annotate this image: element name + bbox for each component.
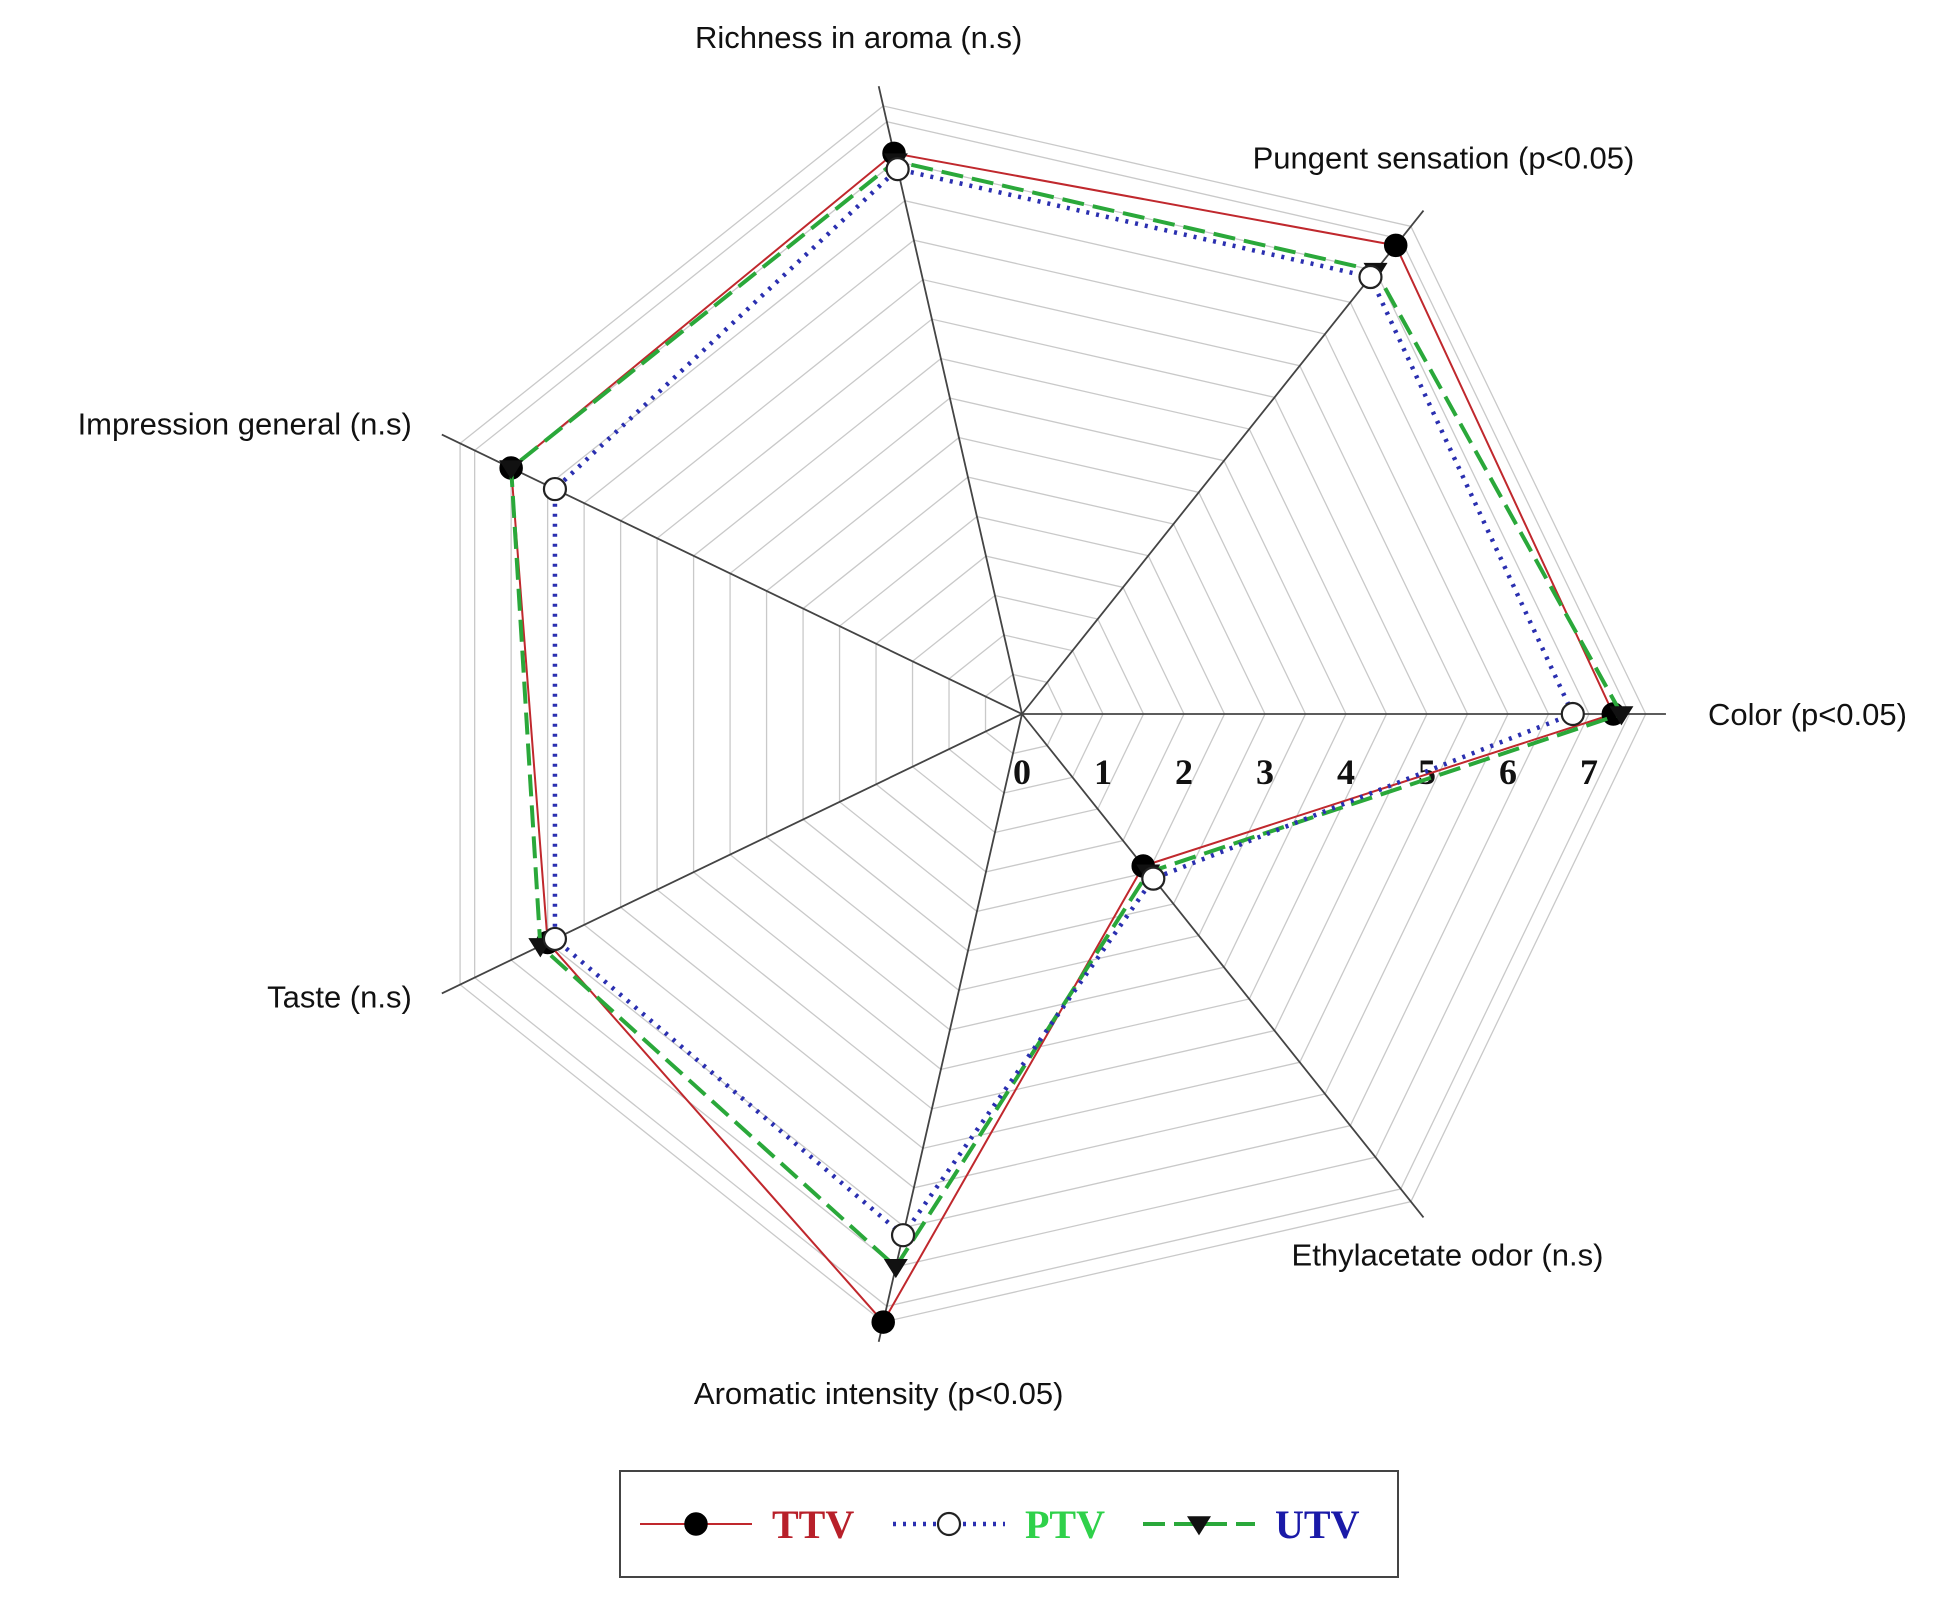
grid-ring	[802, 476, 1266, 952]
axis-spoke	[1021, 209, 1425, 715]
grid-ring	[729, 397, 1347, 1031]
grid-ring	[765, 436, 1307, 992]
utv-marker	[499, 460, 524, 480]
spoke-layer	[441, 85, 1666, 1343]
grid-layer	[459, 105, 1647, 1323]
legend-label: UTV	[1275, 1502, 1360, 1547]
ttv-line	[510, 152, 1615, 1324]
tick-label: 1	[1094, 752, 1112, 792]
grid-ring	[948, 634, 1104, 794]
ttv-marker	[684, 1512, 708, 1536]
axis-spoke	[877, 713, 1023, 1343]
axis-spoke	[877, 85, 1023, 715]
legend-item-ttv: TTV	[640, 1502, 854, 1547]
series-utv	[499, 153, 1634, 1279]
grid-ring	[510, 160, 1590, 1268]
legend-label: TTV	[772, 1502, 854, 1547]
axis-label: Ethylacetate odor (n.s)	[1292, 1237, 1604, 1272]
tick-label: 6	[1499, 752, 1517, 792]
tick-label: 0	[1013, 752, 1031, 792]
grid-ring	[546, 199, 1550, 1229]
axis-label: Richness in aroma (n.s)	[695, 20, 1022, 55]
grid-ring	[838, 515, 1226, 913]
utv-marker	[1187, 1516, 1211, 1536]
axis-labels: Color (p<0.05) Pungent sensation (p<0.05)…	[78, 20, 1907, 1411]
utv-line	[509, 159, 1624, 1269]
series-layer	[499, 141, 1634, 1334]
series-ptv	[542, 157, 1585, 1248]
grid-ring	[911, 594, 1145, 834]
grid-ring	[459, 105, 1647, 1323]
utv-marker	[1609, 706, 1634, 726]
ttv-marker	[871, 1310, 895, 1334]
legend: TTV PTV UTV	[619, 1470, 1399, 1578]
legend-label: PTV	[1025, 1502, 1105, 1547]
grid-ring	[619, 278, 1469, 1150]
grid-ring	[474, 121, 1631, 1307]
ptv-marker	[885, 157, 910, 182]
legend-item-ptv: PTV	[893, 1502, 1105, 1547]
grid-ring	[692, 357, 1388, 1071]
ptv-marker	[1141, 866, 1166, 891]
grid-ring	[984, 673, 1064, 755]
ptv-marker	[542, 476, 568, 502]
grid-ring	[875, 555, 1185, 873]
axis-spoke	[441, 433, 1023, 715]
axis-label: Pungent sensation (p<0.05)	[1253, 141, 1635, 176]
axis-label: Aromatic intensity (p<0.05)	[694, 1376, 1064, 1411]
axis-label: Taste (n.s)	[267, 979, 412, 1014]
axis-spoke	[1021, 713, 1425, 1219]
ptv-marker	[1358, 264, 1383, 290]
ptv-marker	[936, 1511, 962, 1537]
ttv-marker	[1383, 233, 1408, 258]
legend-item-utv: UTV	[1143, 1502, 1360, 1547]
tick-label: 2	[1175, 752, 1193, 792]
grid-ring	[583, 239, 1509, 1189]
axis-label: Impression general (n.s)	[78, 407, 412, 442]
axis-label: Color (p<0.05)	[1708, 697, 1907, 732]
utv-marker	[883, 1258, 908, 1279]
ptv-marker	[1560, 701, 1585, 727]
grid-ring	[656, 318, 1428, 1110]
tick-label: 3	[1256, 752, 1274, 792]
ptv-line	[552, 166, 1576, 1238]
ptv-marker	[542, 926, 568, 952]
tick-label: 4	[1337, 752, 1355, 792]
tick-label: 7	[1580, 752, 1598, 792]
ptv-marker	[890, 1223, 916, 1248]
